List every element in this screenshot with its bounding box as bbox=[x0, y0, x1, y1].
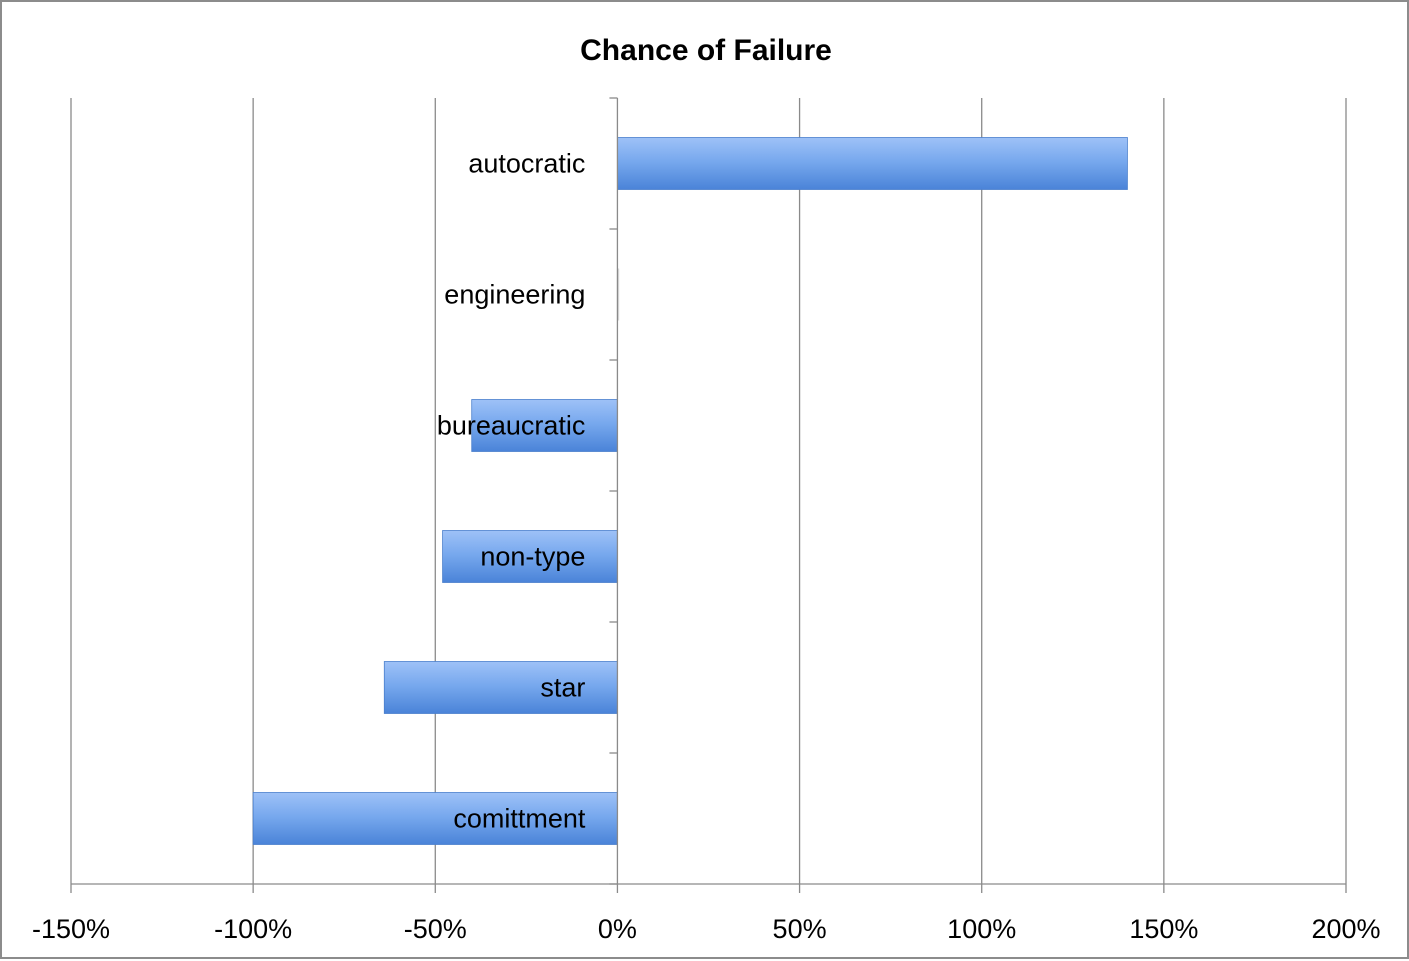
x-tick-label: 50% bbox=[773, 914, 827, 944]
x-tick-labels: -150% -100% -50% 0% 50% 100% 150% 200% bbox=[32, 914, 1381, 944]
category-label: comittment bbox=[453, 804, 586, 834]
x-tick-label: -100% bbox=[214, 914, 292, 944]
category-label: non-type bbox=[480, 542, 585, 572]
bar-bureaucratic bbox=[471, 399, 618, 452]
bar-star bbox=[383, 661, 618, 714]
category-labels: autocratic engineering bureaucratic non-typ… bbox=[437, 149, 586, 834]
category-label: autocratic bbox=[468, 149, 585, 179]
gridlines bbox=[70, 98, 1347, 884]
category-label: engineering bbox=[444, 280, 585, 310]
x-tick-label: 200% bbox=[1311, 914, 1380, 944]
x-tick-label: 0% bbox=[598, 914, 637, 944]
x-tick-label: 150% bbox=[1129, 914, 1198, 944]
axes bbox=[70, 97, 1347, 893]
category-label: bureaucratic bbox=[437, 411, 586, 441]
x-tick-label: 100% bbox=[947, 914, 1016, 944]
chart-title: Chance of Failure bbox=[580, 34, 832, 67]
category-label: star bbox=[540, 673, 585, 703]
x-tick-label: -50% bbox=[404, 914, 467, 944]
bar-non-type bbox=[442, 530, 618, 583]
x-tick-label: -150% bbox=[32, 914, 110, 944]
bars bbox=[252, 137, 1128, 845]
bar-autocratic bbox=[617, 137, 1128, 190]
